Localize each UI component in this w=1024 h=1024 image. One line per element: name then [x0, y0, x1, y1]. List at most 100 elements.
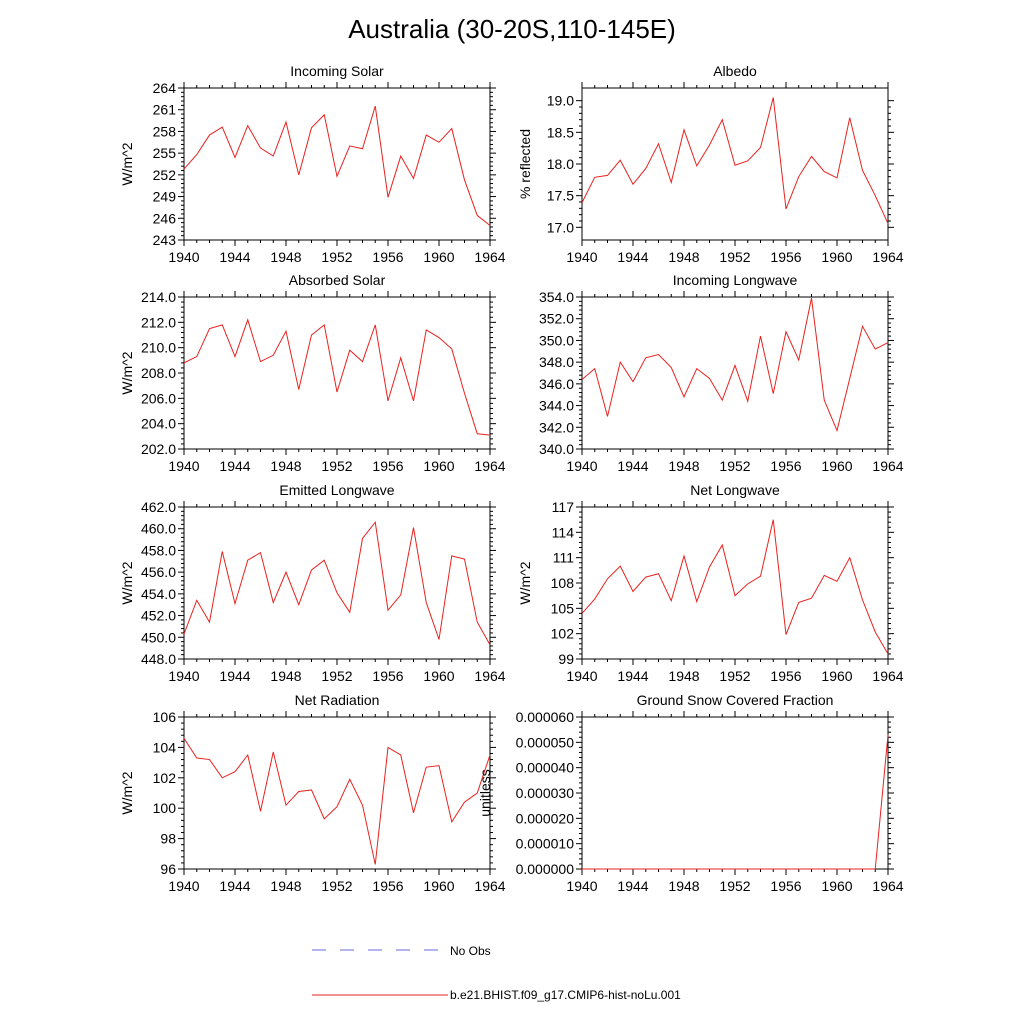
x-tick-label: 1940: [168, 458, 199, 474]
series-line: [183, 520, 491, 646]
legend-model-label: b.e21.BHIST.f09_g17.CMIP6-hist-noLu.001: [450, 988, 681, 1002]
x-tick-label: 1952: [719, 249, 750, 265]
y-tick-label: 102: [551, 626, 575, 642]
x-tick-label: 1964: [872, 249, 903, 265]
panel-incoming-solar: Incoming Solar 243 246 249 252 255 258 261 264 19…: [119, 63, 506, 265]
y-tick-label: 261: [153, 102, 177, 118]
x-tick-label: 1952: [321, 458, 352, 474]
x-tick-label: 1940: [168, 668, 199, 684]
y-tick-label: 96: [160, 861, 176, 877]
x-tick-label: 1960: [821, 878, 852, 894]
y-tick-label: 340.0: [539, 441, 574, 457]
y-tick-label: 206.0: [141, 390, 176, 406]
x-tick-label: 1944: [219, 878, 250, 894]
y-tick-label: 450.0: [141, 629, 176, 645]
y-tick-label: 342.0: [539, 419, 574, 435]
plot-frame: [183, 296, 491, 450]
x-tick-label: 1944: [617, 249, 648, 265]
y-tick-label: 204.0: [141, 416, 176, 432]
y-tick-label: 0.000000: [516, 861, 575, 877]
x-tick-label: 1940: [566, 878, 597, 894]
y-tick-label: 249: [153, 189, 177, 205]
panel-emitted-longwave: Emitted Longwave 448.0 450.0 452.0 454.0 456.…: [119, 482, 506, 684]
y-tick-label: 448.0: [141, 651, 176, 667]
x-tick-label: 1964: [474, 668, 505, 684]
x-tick-label: 1948: [270, 668, 301, 684]
x-tick-label: 1952: [719, 878, 750, 894]
x-tick-label: 1964: [872, 668, 903, 684]
x-tick-label: 1960: [423, 458, 454, 474]
y-tick-label: 104: [153, 739, 177, 755]
x-tick-label: 1964: [474, 458, 505, 474]
x-tick-label: 1948: [668, 249, 699, 265]
y-tick-label: 456.0: [141, 564, 176, 580]
panel-albedo: Albedo 17.0 17.5 18.0 18.5 19.0 1940 1944 1948 19…: [517, 63, 904, 265]
y-tick-label: 255: [153, 145, 177, 161]
x-tick-label: 1956: [770, 249, 801, 265]
panel-title: Emitted Longwave: [279, 482, 394, 498]
y-tick-label: 243: [153, 232, 177, 248]
x-tick-label: 1940: [566, 249, 597, 265]
x-tick-label: 1952: [719, 668, 750, 684]
x-tick-label: 1940: [168, 878, 199, 894]
x-tick-label: 1940: [566, 458, 597, 474]
y-tick-label: 0.000020: [516, 810, 575, 826]
y-tick-label: 111: [553, 550, 574, 566]
legend: No Obs b.e21.BHIST.f09_g17.CMIP6-hist-no…: [312, 944, 681, 1002]
x-tick-label: 1948: [270, 878, 301, 894]
y-tick-label: 348.0: [539, 354, 574, 370]
panel-title: Ground Snow Covered Fraction: [637, 692, 834, 708]
x-tick-label: 1952: [321, 249, 352, 265]
y-tick-label: 99: [558, 651, 574, 667]
panel-absorbed-solar: Absorbed Solar 202.0 204.0 206.0 208.0 210.0 2…: [119, 272, 506, 474]
y-axis-label: W/m^2: [119, 561, 135, 604]
y-axis-label: W/m^2: [119, 351, 135, 394]
x-tick-label: 1960: [821, 668, 852, 684]
x-tick-label: 1944: [219, 668, 250, 684]
x-tick-label: 1948: [270, 249, 301, 265]
y-tick-label: 0.000060: [516, 709, 575, 725]
plot-frame: [581, 506, 889, 660]
panel-net-longwave: Net Longwave 99 102 105 108 111 114 117 1940 1944…: [517, 482, 904, 684]
y-tick-label: 252: [153, 167, 177, 183]
series-line: [581, 297, 889, 433]
y-tick-label: 462.0: [141, 499, 176, 515]
plot-frame: [581, 716, 889, 870]
y-tick-label: 212.0: [141, 314, 176, 330]
series-line: [183, 105, 491, 226]
y-tick-label: 108: [551, 575, 575, 591]
x-tick-label: 1952: [321, 668, 352, 684]
x-tick-label: 1944: [617, 878, 648, 894]
y-tick-label: 246: [153, 210, 177, 226]
x-tick-label: 1948: [668, 878, 699, 894]
y-axis-label: unitless: [477, 769, 493, 816]
y-tick-label: 106: [153, 709, 177, 725]
x-tick-label: 1944: [617, 668, 648, 684]
x-tick-label: 1948: [668, 458, 699, 474]
y-tick-label: 114: [552, 524, 575, 540]
series-line: [581, 97, 889, 224]
y-tick-label: 0.000050: [516, 734, 575, 750]
x-tick-label: 1960: [423, 668, 454, 684]
y-tick-label: 208.0: [141, 365, 176, 381]
y-axis-label: W/m^2: [517, 561, 533, 604]
y-tick-label: 344.0: [539, 398, 574, 414]
y-tick-label: 18.5: [547, 124, 574, 140]
series-line: [183, 738, 491, 865]
y-tick-label: 354.0: [539, 289, 574, 305]
y-tick-label: 264: [153, 80, 177, 96]
panel-title: Net Radiation: [295, 692, 380, 708]
y-axis-label: W/m^2: [119, 142, 135, 185]
y-tick-label: 17.0: [547, 219, 574, 235]
y-tick-label: 258: [153, 123, 177, 139]
x-tick-label: 1948: [668, 668, 699, 684]
y-tick-label: 214.0: [141, 289, 176, 305]
y-tick-label: 102: [153, 770, 177, 786]
x-tick-label: 1940: [566, 668, 597, 684]
panel-title: Albedo: [713, 63, 757, 79]
y-tick-label: 452.0: [141, 608, 176, 624]
x-tick-label: 1956: [372, 668, 403, 684]
y-tick-label: 352.0: [539, 311, 574, 327]
x-tick-label: 1940: [168, 249, 199, 265]
panel-title: Absorbed Solar: [289, 272, 386, 288]
